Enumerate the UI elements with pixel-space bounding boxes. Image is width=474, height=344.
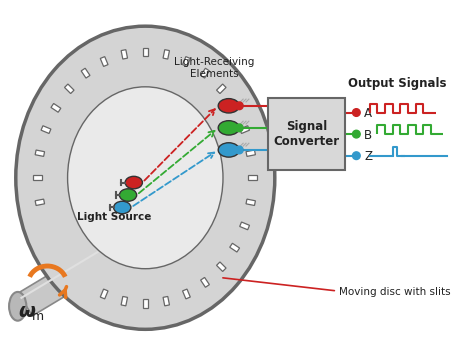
- Bar: [64, 84, 74, 94]
- Circle shape: [236, 146, 243, 154]
- Bar: [217, 84, 226, 94]
- Ellipse shape: [68, 87, 223, 269]
- Bar: [248, 175, 257, 180]
- Text: Light-Receiving
Elements: Light-Receiving Elements: [174, 57, 255, 79]
- Bar: [240, 222, 249, 230]
- Ellipse shape: [16, 26, 275, 329]
- Ellipse shape: [9, 292, 27, 321]
- Circle shape: [236, 124, 243, 132]
- Bar: [163, 50, 169, 59]
- Text: Z: Z: [364, 150, 372, 163]
- Bar: [51, 104, 61, 112]
- Bar: [163, 297, 169, 306]
- Text: Moving disc with slits: Moving disc with slits: [339, 287, 451, 297]
- Bar: [230, 104, 239, 112]
- Bar: [182, 57, 190, 66]
- Text: Light Source: Light Source: [77, 212, 152, 222]
- Text: B: B: [364, 129, 372, 142]
- Bar: [121, 50, 128, 59]
- Ellipse shape: [218, 99, 239, 113]
- Ellipse shape: [114, 201, 131, 214]
- Text: Output Signals: Output Signals: [348, 77, 447, 90]
- Bar: [246, 199, 255, 205]
- Ellipse shape: [218, 143, 239, 157]
- Bar: [201, 278, 210, 287]
- Text: ω: ω: [18, 302, 36, 321]
- Bar: [121, 297, 128, 306]
- Bar: [35, 199, 45, 205]
- Ellipse shape: [125, 176, 142, 189]
- Ellipse shape: [119, 189, 137, 201]
- Text: m: m: [32, 310, 44, 323]
- FancyBboxPatch shape: [268, 98, 345, 170]
- Circle shape: [353, 130, 360, 138]
- Bar: [34, 175, 42, 180]
- Bar: [240, 126, 249, 133]
- Bar: [182, 289, 190, 299]
- Bar: [143, 299, 148, 308]
- Bar: [201, 68, 210, 78]
- Bar: [100, 57, 108, 66]
- Bar: [143, 47, 148, 56]
- Bar: [100, 289, 108, 299]
- Circle shape: [236, 102, 243, 110]
- Text: Signal
Converter: Signal Converter: [273, 120, 339, 148]
- FancyArrow shape: [18, 206, 176, 316]
- Ellipse shape: [218, 121, 239, 135]
- Text: A: A: [364, 107, 372, 120]
- Bar: [81, 68, 90, 78]
- Circle shape: [353, 152, 360, 160]
- Bar: [217, 262, 226, 271]
- Bar: [41, 126, 51, 133]
- Bar: [35, 150, 45, 157]
- Bar: [246, 150, 255, 157]
- Bar: [230, 243, 239, 252]
- Circle shape: [353, 109, 360, 116]
